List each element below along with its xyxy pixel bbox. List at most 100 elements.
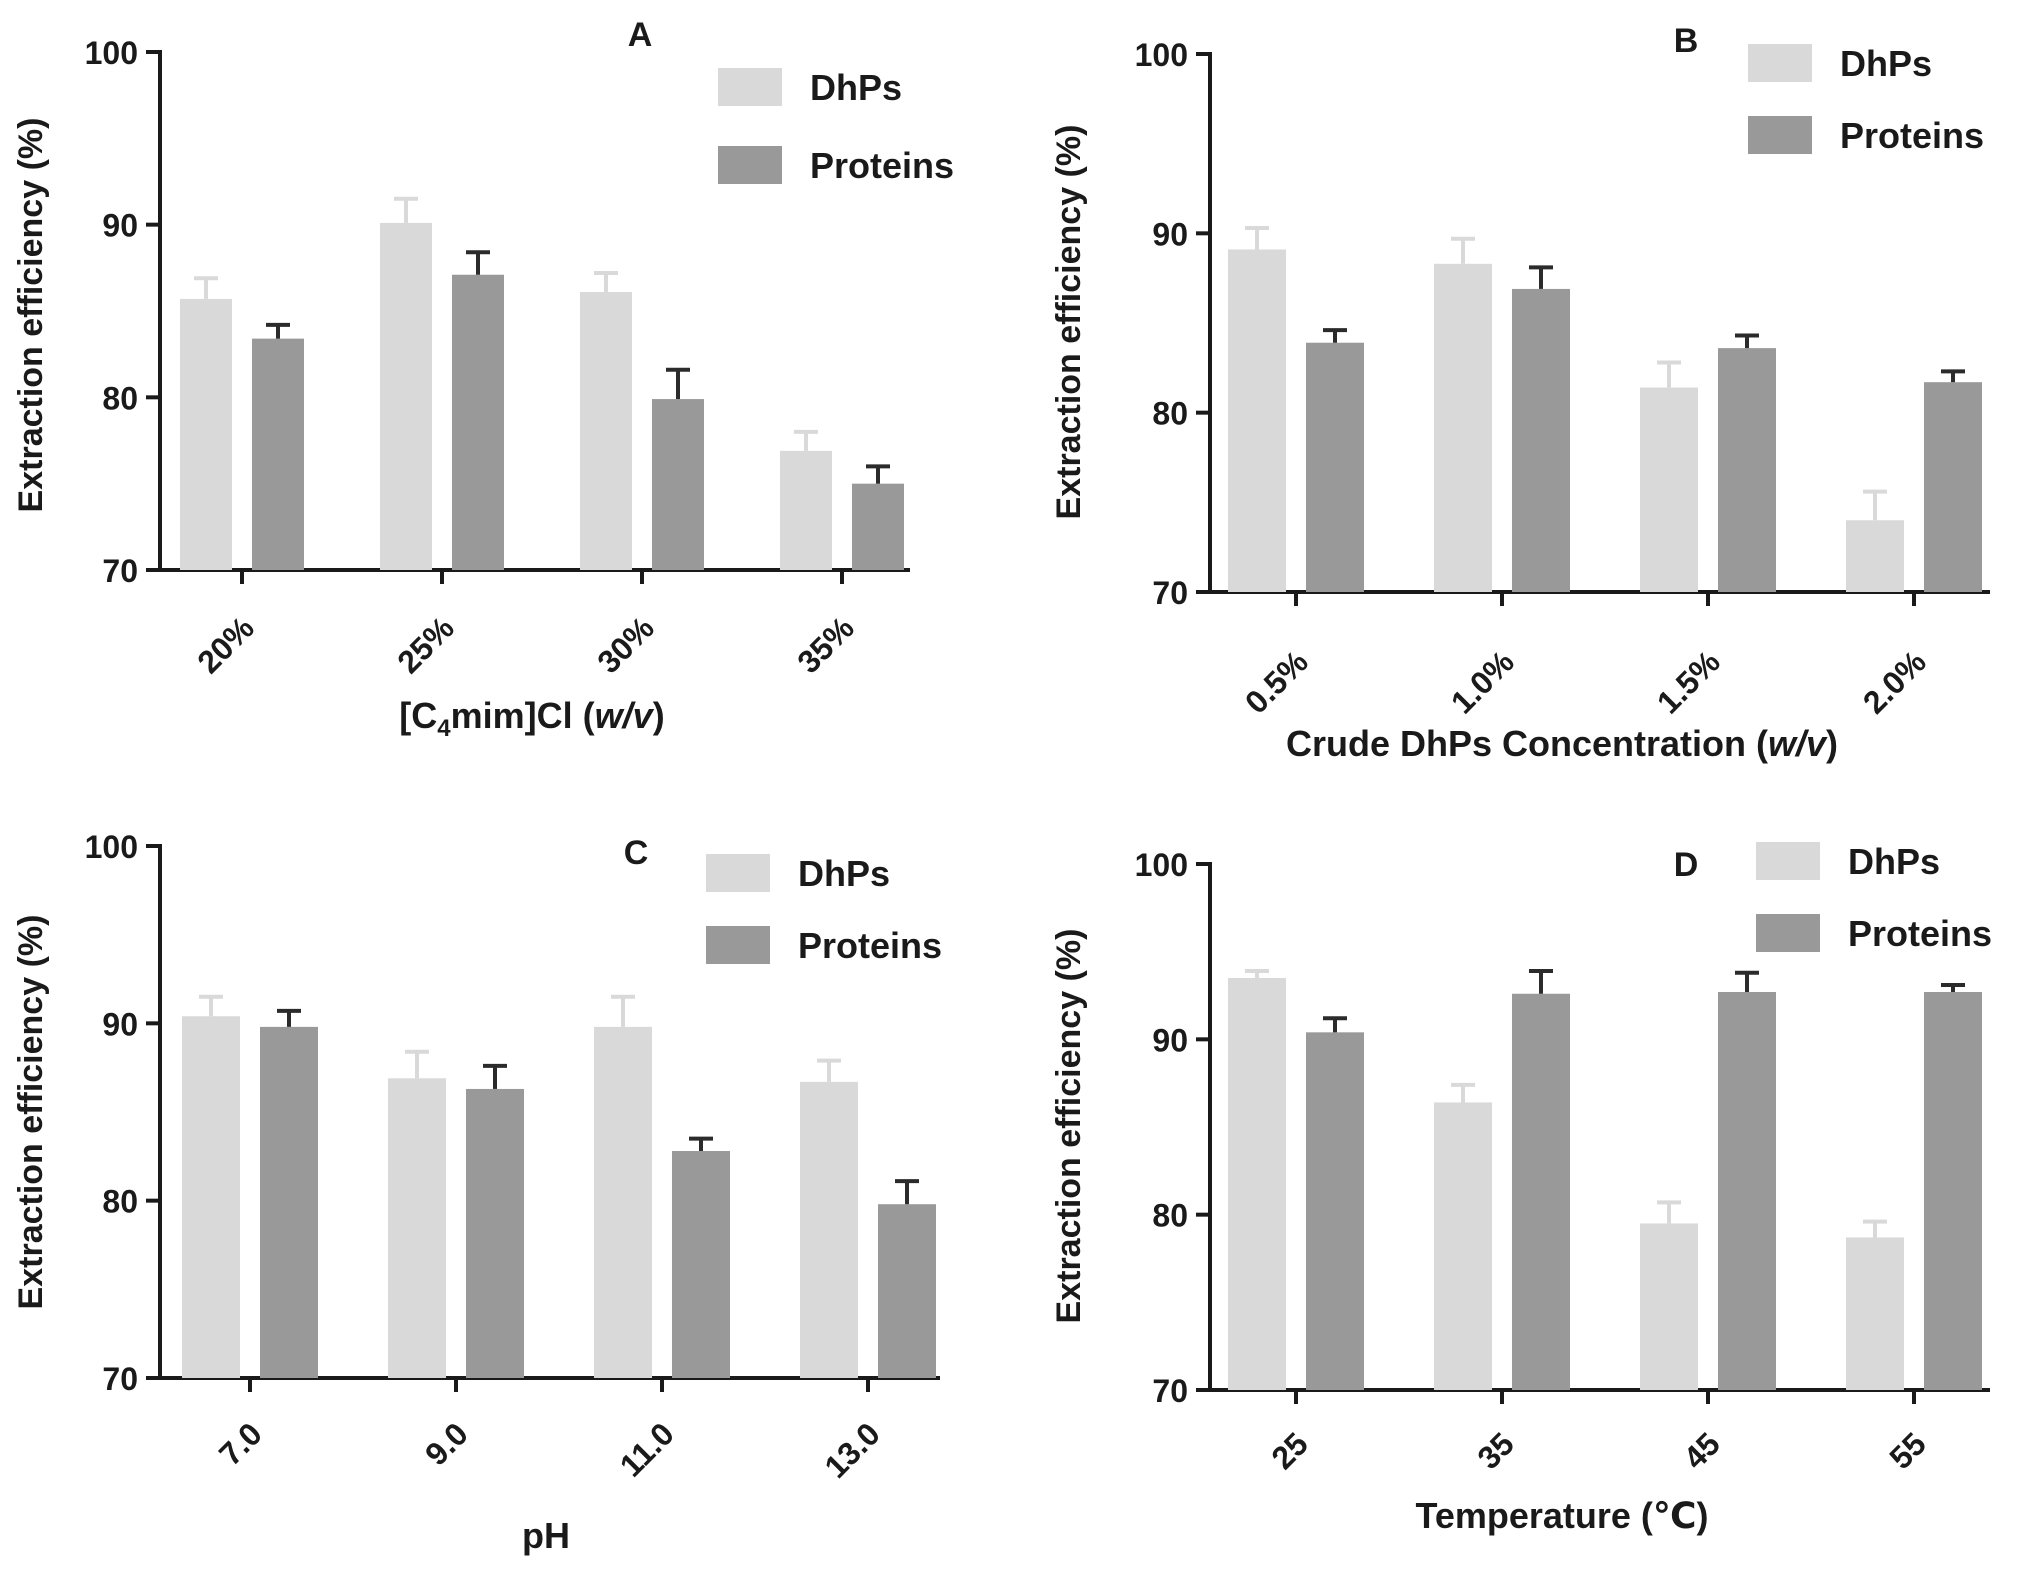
bar-proteins-1 [1512,993,1570,1390]
x-axis-label-part: w/v [1768,723,1828,764]
bar-dhps-1 [1434,263,1492,592]
x-axis-label-part: Temperature (℃) [1416,1495,1709,1536]
bar-proteins-0 [1306,1032,1364,1390]
y-tick-label: 100 [85,35,138,71]
legend-swatch-dhps [718,68,782,106]
legend-swatch-proteins [1756,914,1820,952]
bar-dhps-0 [1228,977,1286,1390]
bar-proteins-2 [672,1151,730,1378]
x-axis-label-part: [C [399,695,437,736]
y-tick-label: 70 [1152,1373,1188,1409]
bar-dhps-1 [1434,1102,1492,1390]
bar-proteins-1 [452,274,504,570]
x-axis-label-part: 4 [437,715,451,742]
bar-dhps-2 [1640,387,1698,592]
chart-panel-A: 70 80 90 100 Extraction efficiency (%) 20% 25%… [12,16,954,742]
y-tick-label: 100 [85,829,138,865]
bar-dhps-3 [780,450,832,570]
chart-panel-C: 70 80 90 100 Extraction efficiency (%) 7.0 9.0… [12,829,942,1556]
x-tick-label: 7.0 [212,1415,269,1472]
legend-swatch-dhps [1756,842,1820,880]
bar-proteins-1 [1512,288,1570,592]
bar-proteins-3 [878,1204,936,1378]
y-axis-label: Extraction efficiency (%) [1050,929,1088,1324]
bar-proteins-0 [260,1026,318,1378]
y-tick-label: 80 [1152,396,1188,432]
y-axis-label: Extraction efficiency (%) [12,118,50,513]
legend-label-proteins: Proteins [1840,115,1984,156]
x-axis-label-part: pH [522,1515,570,1556]
x-axis-label: Temperature (℃) [1416,1495,1709,1536]
legend-swatch-dhps [1748,44,1812,82]
y-tick-label: 100 [1135,847,1188,883]
legend-label-proteins: Proteins [810,145,954,186]
bar-dhps-0 [180,298,232,570]
bar-proteins-0 [1306,342,1364,592]
y-tick-label: 70 [1152,575,1188,611]
legend-label-dhps: DhPs [810,67,902,108]
panel-label: C [624,834,649,872]
bar-dhps-0 [182,1016,240,1378]
y-tick-label: 80 [102,380,138,416]
panel-label: D [1674,846,1699,884]
bar-dhps-3 [1846,1237,1904,1390]
x-axis-label-part: w/v [595,695,655,736]
bar-proteins-3 [852,483,904,570]
x-tick-label: 11.0 [613,1415,681,1483]
bar-dhps-1 [380,222,432,570]
bar-proteins-1 [466,1088,524,1378]
legend-label-proteins: Proteins [1848,913,1992,954]
bar-proteins-2 [1718,348,1776,592]
x-axis-label: pH [522,1515,570,1556]
bar-dhps-2 [594,1026,652,1378]
bar-dhps-2 [1640,1223,1698,1390]
bar-dhps-3 [1846,520,1904,592]
legend-swatch-proteins [1748,116,1812,154]
x-tick-label: 2.0% [1856,643,1933,720]
bar-proteins-2 [652,399,704,570]
bar-dhps-0 [1228,249,1286,592]
bar-dhps-1 [388,1078,446,1378]
y-tick-label: 100 [1135,37,1188,73]
x-tick-label: 30% [590,609,661,680]
legend-label-dhps: DhPs [1848,841,1940,882]
x-tick-label: 25% [390,609,461,680]
legend-label-dhps: DhPs [798,853,890,894]
x-tick-label: 0.5% [1238,643,1315,720]
x-tick-label: 25 [1264,1425,1315,1476]
bar-proteins-2 [1718,991,1776,1390]
y-tick-label: 70 [102,553,138,589]
legend-swatch-dhps [706,854,770,892]
x-axis-label: [C4mim]Cl (w/v) [399,695,664,742]
y-tick-label: 90 [102,1006,138,1042]
x-axis-label-part: mim]Cl ( [451,695,595,736]
x-tick-label: 1.5% [1650,643,1727,720]
x-tick-label: 35 [1470,1425,1521,1476]
y-tick-label: 90 [102,208,138,244]
chart-panel-D: 70 80 90 100 Extraction efficiency (%) 25 35 45… [1050,841,1992,1536]
y-axis-label: Extraction efficiency (%) [1050,125,1088,520]
x-tick-label: 35% [790,609,861,680]
y-tick-label: 80 [1152,1198,1188,1234]
legend-label-dhps: DhPs [1840,43,1932,84]
x-tick-label: 55 [1882,1425,1933,1476]
x-tick-label: 13.0 [817,1415,886,1484]
x-axis-label-part: Crude DhPs Concentration ( [1286,723,1768,764]
bar-proteins-3 [1924,382,1982,592]
y-tick-label: 90 [1152,216,1188,252]
x-tick-label: 20% [190,609,261,680]
legend-label-proteins: Proteins [798,925,942,966]
y-tick-label: 80 [102,1184,138,1220]
legend-swatch-proteins [718,146,782,184]
panel-label: B [1674,22,1699,60]
x-axis-label-part: ) [1826,723,1838,764]
bar-dhps-3 [800,1081,858,1378]
y-tick-label: 90 [1152,1022,1188,1058]
x-axis-label: Crude DhPs Concentration (w/v) [1286,723,1838,764]
bar-dhps-2 [580,292,632,570]
x-tick-label: 9.0 [418,1415,475,1472]
x-tick-label: 1.0% [1444,643,1521,720]
x-axis-label-part: ) [653,695,665,736]
bar-proteins-0 [252,338,304,570]
